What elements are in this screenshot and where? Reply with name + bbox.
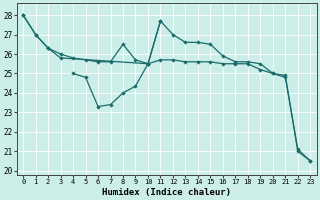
X-axis label: Humidex (Indice chaleur): Humidex (Indice chaleur) [102,188,231,197]
